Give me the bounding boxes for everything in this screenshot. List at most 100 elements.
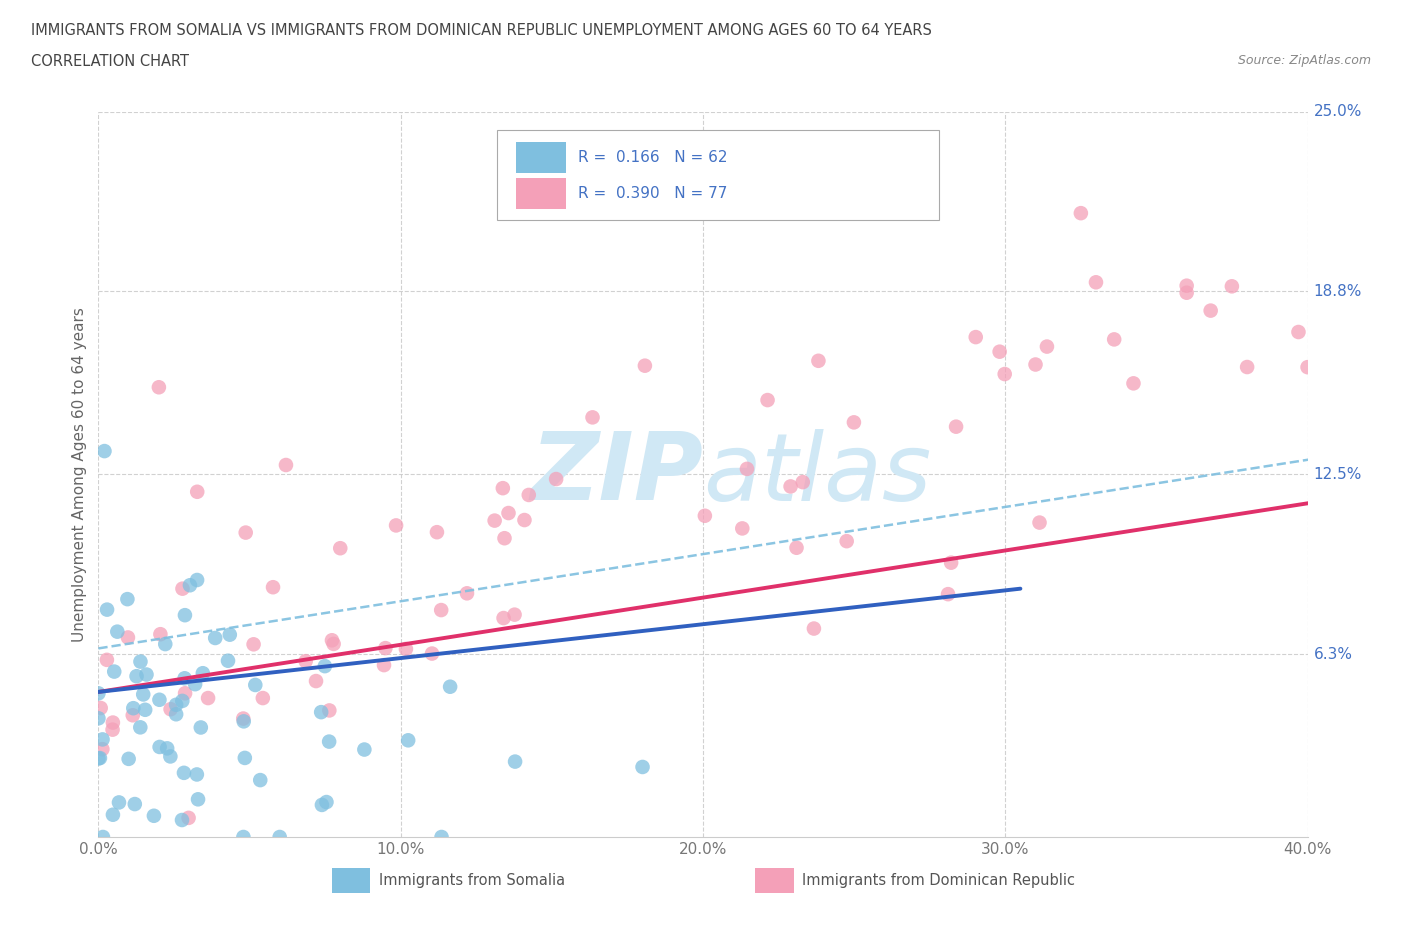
FancyBboxPatch shape (332, 869, 371, 893)
Point (735, 461, 758, 476)
Point (395, 642, 418, 657)
Point (1036, 339, 1059, 354)
Point (484, 513, 506, 528)
Point (503, 607, 526, 622)
Point (269, 830, 291, 844)
Point (430, 830, 453, 844)
Point (249, 773, 271, 788)
Point (191, 666, 214, 681)
Point (172, 581, 194, 596)
Point (197, 691, 219, 706)
Point (1220, 279, 1243, 294)
Point (232, 714, 254, 729)
Point (430, 603, 453, 618)
Point (232, 830, 254, 844)
Point (186, 485, 208, 499)
Point (101, 715, 124, 730)
Point (87, 751, 110, 766)
Point (994, 366, 1017, 381)
Point (148, 379, 170, 394)
Point (122, 701, 145, 716)
Point (492, 611, 515, 626)
Point (159, 702, 181, 717)
Point (235, 525, 257, 540)
Text: R =  0.166   N = 62: R = 0.166 N = 62 (578, 150, 728, 165)
Point (159, 749, 181, 764)
Point (274, 458, 297, 472)
Text: atlas: atlas (703, 429, 931, 520)
Point (173, 765, 195, 780)
Point (936, 587, 959, 602)
Point (90, 700, 112, 715)
Point (786, 540, 808, 555)
Point (165, 698, 187, 712)
Point (103, 664, 125, 679)
Point (245, 678, 267, 693)
Point (91, 732, 114, 747)
Point (252, 691, 274, 706)
Point (134, 702, 156, 717)
Point (233, 751, 256, 765)
Point (218, 627, 240, 642)
Point (87, 711, 110, 725)
FancyBboxPatch shape (516, 179, 567, 209)
Point (117, 591, 139, 606)
Point (1175, 286, 1198, 300)
Point (204, 631, 226, 645)
Point (517, 487, 540, 502)
Point (125, 669, 148, 684)
Point (186, 573, 208, 588)
Point (177, 810, 200, 825)
Point (329, 540, 352, 555)
Point (129, 720, 152, 735)
Point (634, 358, 657, 373)
Point (385, 518, 408, 533)
Point (426, 525, 449, 539)
Point (318, 734, 340, 749)
Point (93, 444, 115, 458)
Point (132, 687, 155, 702)
Point (1236, 360, 1258, 375)
Point (87, 686, 110, 701)
Point (353, 742, 375, 757)
Point (322, 636, 344, 651)
Point (108, 795, 131, 810)
Point (294, 654, 316, 669)
Point (96, 653, 118, 668)
Point (96, 603, 118, 618)
Point (939, 555, 962, 570)
FancyBboxPatch shape (498, 130, 939, 220)
Point (242, 637, 264, 652)
Point (503, 754, 526, 769)
Point (315, 794, 337, 809)
Point (118, 751, 141, 766)
Point (217, 653, 239, 668)
Text: 25.0%: 25.0% (1313, 104, 1362, 119)
Point (91, 742, 114, 757)
Point (803, 621, 825, 636)
FancyBboxPatch shape (516, 142, 567, 173)
Text: Source: ZipAtlas.com: Source: ZipAtlas.com (1237, 54, 1371, 67)
FancyBboxPatch shape (755, 869, 794, 893)
Point (988, 344, 1011, 359)
Point (498, 506, 520, 521)
Point (792, 474, 814, 489)
Point (321, 632, 343, 647)
Point (546, 472, 568, 486)
Point (1085, 275, 1108, 290)
Point (311, 798, 333, 813)
Point (142, 808, 165, 823)
Point (165, 707, 187, 722)
Point (187, 791, 209, 806)
Point (314, 658, 336, 673)
Point (190, 720, 212, 735)
Point (581, 410, 603, 425)
Point (172, 694, 194, 709)
Point (1175, 278, 1198, 293)
Point (835, 534, 858, 549)
Text: CORRELATION CHART: CORRELATION CHART (31, 54, 188, 69)
Point (631, 760, 654, 775)
Text: IMMIGRANTS FROM SOMALIA VS IMMIGRANTS FROM DOMINICAN REPUBLIC UNEMPLOYMENT AMONG: IMMIGRANTS FROM SOMALIA VS IMMIGRANTS FR… (31, 23, 932, 38)
Point (155, 637, 177, 652)
Point (174, 607, 197, 622)
